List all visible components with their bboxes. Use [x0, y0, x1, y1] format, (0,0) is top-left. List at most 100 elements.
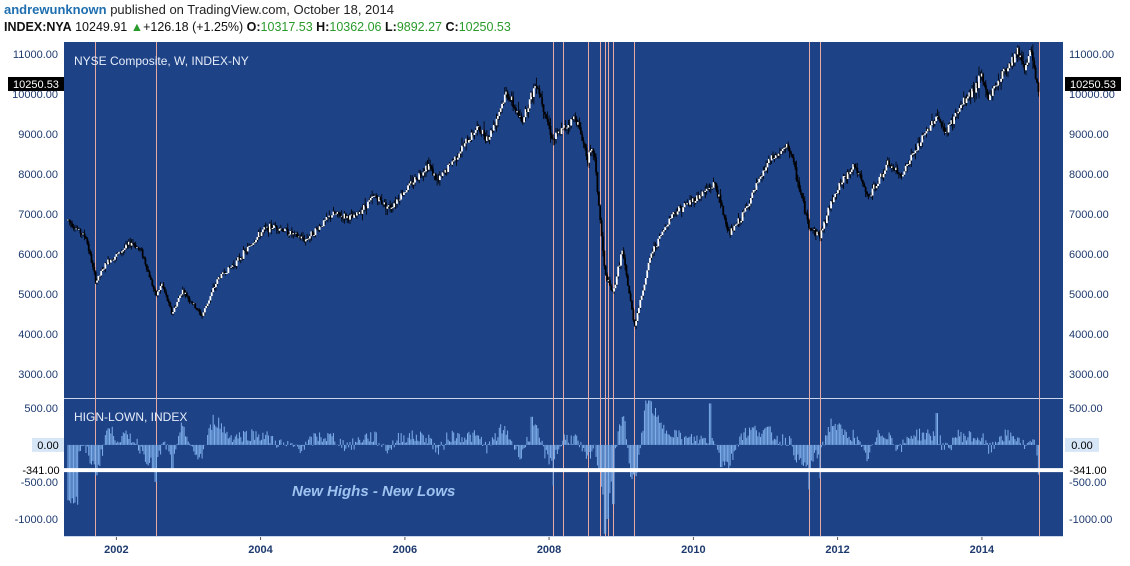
candle-body: [217, 277, 220, 280]
candle-body: [379, 196, 382, 201]
price-change: +126.18 (+1.25%): [143, 20, 244, 34]
indicator-left-tick-label: -500.00: [21, 477, 58, 489]
candle-body: [422, 172, 425, 176]
candle-body: [725, 217, 727, 225]
candle-body: [776, 155, 779, 157]
candle-body: [329, 215, 332, 218]
candle-body: [868, 195, 871, 197]
candle-body: [925, 131, 928, 134]
candle-body: [501, 103, 503, 109]
candle-body: [918, 143, 921, 147]
candle-body: [179, 295, 181, 299]
candle-body: [172, 312, 174, 314]
candle-body: [723, 214, 726, 218]
candle-body: [495, 118, 498, 126]
candle-body: [900, 175, 903, 177]
candle-body: [336, 211, 339, 214]
candle-body: [274, 225, 277, 226]
candle-body: [213, 287, 216, 288]
candle-body: [215, 284, 217, 288]
price-left-tick-label: 7000.00: [18, 209, 58, 221]
candle-body: [255, 239, 257, 243]
author-link[interactable]: andrewunknown: [4, 2, 107, 17]
candle-body: [506, 91, 509, 97]
candle-body: [85, 237, 87, 239]
candle-body: [606, 274, 609, 282]
last-price-tag-right: [1065, 76, 1121, 91]
candle-body: [80, 233, 83, 235]
candle-body: [658, 236, 661, 239]
candle-body: [275, 225, 278, 230]
candle-body: [456, 157, 459, 160]
candle-body: [1027, 56, 1030, 63]
candle-body: [480, 131, 483, 134]
candle-body: [118, 251, 121, 254]
candle-body: [108, 259, 111, 263]
candle-body: [908, 160, 911, 165]
candle-body: [991, 88, 994, 96]
candle-body: [788, 148, 791, 152]
candle-body: [726, 224, 729, 230]
candle-body: [455, 156, 458, 160]
candle-body: [646, 270, 649, 278]
candle-body: [223, 272, 226, 274]
candle-body: [497, 115, 499, 119]
chart-canvas[interactable]: 3000.00 3000.00 4000.00 4000.00 5000.00 5000.…: [0, 38, 1130, 566]
candle-body: [933, 121, 936, 124]
candle-body: [914, 150, 917, 154]
candle-body: [445, 169, 448, 173]
candle-body: [82, 233, 85, 235]
candle-body: [67, 219, 69, 221]
candle-body: [980, 73, 983, 77]
candle-body: [564, 125, 567, 129]
candle-body: [874, 184, 877, 189]
candle-body: [1005, 70, 1008, 72]
candle-body: [309, 236, 311, 239]
candle-body: [416, 179, 419, 181]
candle-body: [593, 152, 596, 158]
candle-body: [689, 200, 691, 205]
price-series: [67, 44, 1040, 330]
candle-body: [707, 188, 709, 190]
candle-body: [600, 220, 603, 237]
candle-body: [931, 121, 933, 126]
candle-body: [1004, 68, 1007, 71]
candle-body: [693, 198, 696, 203]
candle-body: [846, 172, 849, 179]
candle-body: [942, 126, 944, 128]
candle-body: [990, 94, 993, 96]
candle-body: [636, 313, 639, 322]
last-price-label-left: 10250.53: [13, 79, 59, 91]
candle-body: [976, 82, 979, 89]
candle-body: [932, 121, 935, 124]
candle-body: [103, 268, 105, 270]
candle-body: [830, 201, 832, 209]
candle-body: [947, 124, 950, 133]
candle-body: [722, 205, 725, 215]
candle-body: [158, 289, 161, 292]
candle-body: [535, 86, 538, 89]
candle-body: [304, 239, 307, 242]
candle-body: [510, 96, 513, 100]
candle-body: [245, 250, 248, 252]
candle-body: [190, 301, 192, 303]
candle-body: [852, 164, 855, 170]
candle-body: [184, 292, 187, 294]
candle-body: [473, 132, 476, 136]
candle-body: [318, 226, 321, 230]
candle-body: [350, 214, 353, 216]
candle-body: [441, 172, 444, 177]
candle-body: [798, 181, 801, 190]
candle-body: [679, 206, 682, 208]
candle-body: [430, 166, 433, 169]
last-price-label-right: 10250.53: [1070, 79, 1116, 91]
candle-body: [538, 88, 541, 95]
candle-body: [769, 158, 772, 161]
candle-body: [470, 132, 473, 140]
candle-body: [621, 250, 624, 255]
candle-body: [813, 229, 816, 231]
candle-body: [68, 219, 71, 222]
candle-body: [803, 200, 806, 214]
candle-body: [466, 138, 469, 143]
candle-body: [875, 186, 878, 189]
